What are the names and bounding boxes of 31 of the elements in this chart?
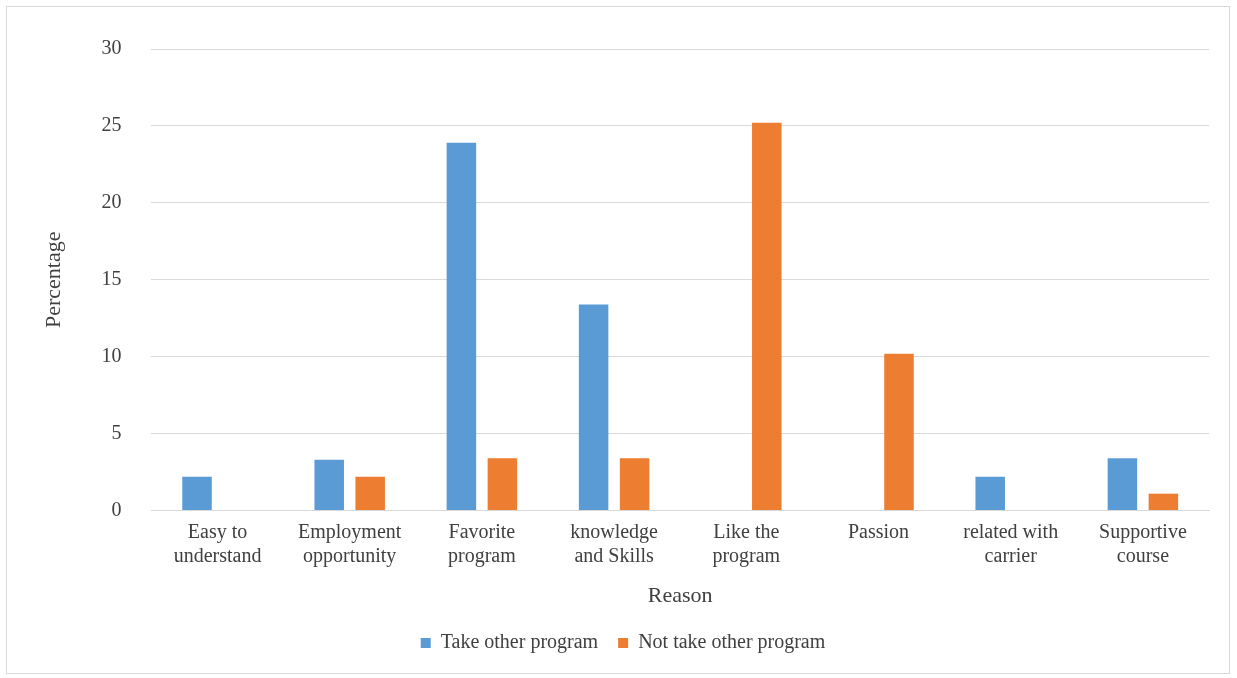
x-tick-label: Favorite program: [448, 519, 517, 567]
legend-label: Take other program: [440, 630, 599, 654]
x-tick-label: Employment opportunity: [298, 519, 402, 567]
y-tick-label: 15: [101, 267, 122, 290]
bar: [1107, 458, 1138, 511]
bar: [884, 353, 914, 511]
x-tick-label: Easy to understand: [173, 519, 262, 566]
y-tick-label: 5: [111, 420, 122, 443]
y-tick-label: 25: [101, 113, 122, 136]
bar: [314, 459, 344, 511]
bar: [1148, 493, 1179, 511]
bar: [975, 476, 1005, 511]
bar: [446, 142, 477, 511]
y-tick-label: 30: [101, 36, 122, 59]
x-axis-title: Reason: [647, 581, 713, 607]
y-axis-title: Percentage: [39, 231, 65, 329]
bar: [355, 476, 385, 511]
x-tick-label: knowledge and Skills: [570, 519, 659, 566]
x-tick-label: Supportive course: [1099, 519, 1187, 566]
bar: [619, 458, 650, 511]
y-tick-label: 10: [101, 343, 122, 366]
x-tick-label: Passion: [847, 519, 910, 542]
bar: [578, 304, 609, 511]
x-tick-label: related with carrier: [963, 519, 1059, 566]
legend-label: Not take other program: [638, 630, 826, 654]
y-tick-label: 0: [111, 497, 122, 520]
x-tick-label: Like the program: [712, 519, 781, 567]
y-tick-label: 20: [101, 190, 122, 213]
bar: [182, 476, 212, 511]
bar: [752, 122, 782, 511]
bar: [487, 458, 518, 511]
